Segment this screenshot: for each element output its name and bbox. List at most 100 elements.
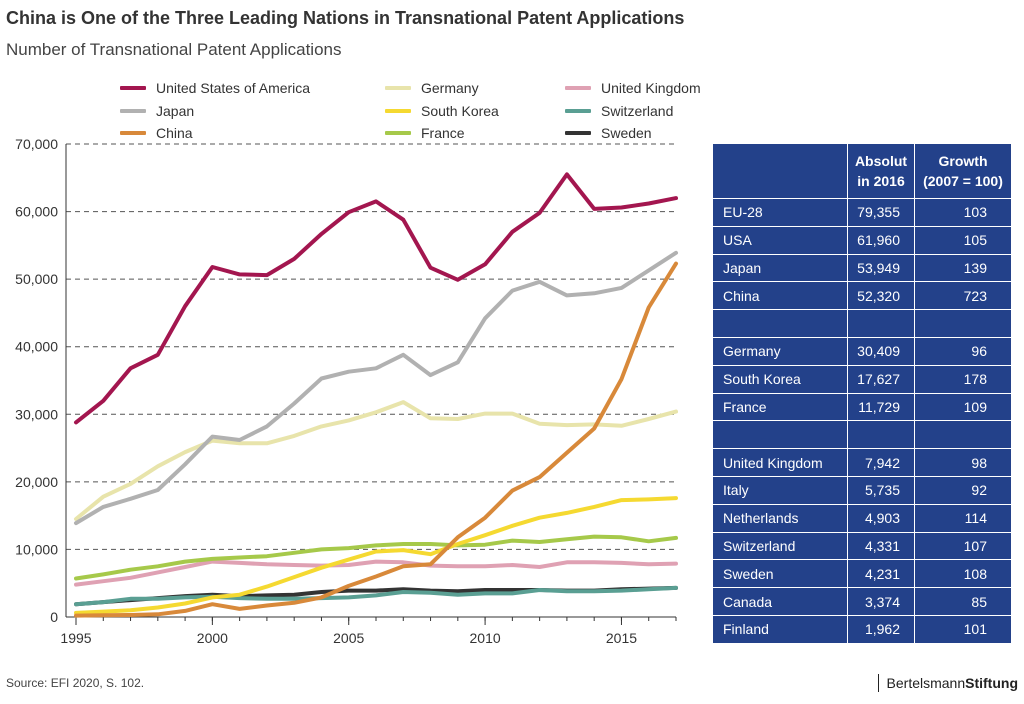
legend-item: South Korea — [385, 101, 499, 121]
table-cell-growth — [914, 420, 1012, 450]
table-cell-country: United Kingdom — [712, 448, 848, 477]
table-cell-absolute: 61,960 — [847, 225, 915, 255]
table-row: Japan 53,949 139 — [712, 253, 1012, 283]
series-line-japan — [74, 250, 678, 526]
table-cell-growth: 107 — [914, 531, 1012, 561]
legend-item: United Kingdom — [565, 78, 701, 98]
table-cell-absolute: 4,331 — [847, 531, 915, 561]
series-line-united-kingdom — [74, 559, 678, 587]
source-note: Source: EFI 2020, S. 102. — [6, 676, 145, 690]
table-cell-growth: 92 — [914, 475, 1012, 505]
y-tick-label: 70,000 — [15, 136, 58, 152]
series-line-china — [74, 261, 678, 618]
table-cell-growth: 723 — [914, 281, 1012, 311]
y-tick-label: 60,000 — [15, 204, 58, 220]
table-header-absolute: Absolut in 2016 — [847, 143, 915, 199]
x-tick-label: 2010 — [470, 630, 501, 646]
series-line-south-korea — [74, 496, 678, 615]
legend-label: South Korea — [421, 102, 499, 119]
table-row: Sweden 4,231 108 — [712, 559, 1012, 589]
x-axis-ticks: 1995 2000 2005 2010 2015 — [60, 617, 677, 646]
table-cell-country: EU-28 — [712, 198, 848, 227]
x-tick-label: 2015 — [606, 630, 637, 646]
line-chart: 0 10,000 20,000 30,000 40,000 50,000 60,000 70,… — [15, 136, 678, 646]
y-axis-ticks: 0 10,000 20,000 30,000 40,000 50,000 60,000 70,… — [15, 136, 58, 625]
series-line-united-states-of-america — [74, 172, 678, 425]
table-cell-country: South Korea — [712, 364, 848, 394]
legend-swatch — [385, 131, 411, 135]
legend-swatch — [385, 86, 411, 90]
table-cell-absolute: 4,903 — [847, 503, 915, 533]
table-cell-growth: 109 — [914, 392, 1012, 422]
table-row: USA 61,960 105 — [712, 225, 1012, 255]
legend-label: United States of America — [156, 80, 311, 96]
table-row: United Kingdom 7,942 98 — [712, 448, 1012, 477]
table-row: Italy 5,735 92 — [712, 475, 1012, 505]
table-cell-absolute: 79,355 — [847, 198, 915, 227]
y-tick-label: 10,000 — [15, 541, 58, 557]
y-tick-label: 30,000 — [15, 406, 58, 422]
table-cell-absolute — [847, 420, 915, 450]
y-tick-label: 40,000 — [15, 339, 58, 355]
table-cell-absolute: 30,409 — [847, 336, 915, 366]
table-header-growth: Growth (2007 = 100) — [914, 143, 1012, 199]
table-row — [712, 420, 1012, 450]
legend-label: Sweden — [601, 125, 652, 141]
table-row: France 11,729 109 — [712, 392, 1012, 422]
table-cell-country — [712, 309, 848, 338]
table-cell-country: Germany — [712, 336, 848, 366]
brand-bold: Stiftung — [965, 675, 1018, 691]
table-row: Switzerland 4,331 107 — [712, 531, 1012, 561]
legend-item: United States of America — [120, 78, 310, 98]
legend-item: Germany — [385, 78, 479, 98]
legend-label: China — [156, 125, 193, 141]
table-cell-country: USA — [712, 225, 848, 255]
table-cell-country: Finland — [712, 614, 848, 644]
axes — [65, 144, 676, 618]
table-cell-absolute: 7,942 — [847, 448, 915, 477]
legend-item: Sweden — [565, 123, 652, 143]
table-cell-absolute: 17,627 — [847, 364, 915, 394]
patent-table: Absolut in 2016 Growth (2007 = 100) EU-2… — [712, 143, 1012, 644]
legend-swatch — [565, 131, 591, 135]
table-row: Canada 3,374 85 — [712, 587, 1012, 616]
legend-swatch — [565, 86, 591, 90]
legend-item: China — [120, 123, 193, 143]
table-cell-country: Sweden — [712, 559, 848, 589]
legend-label: United Kingdom — [601, 80, 701, 96]
table-cell-absolute: 1,962 — [847, 614, 915, 644]
legend-item: Japan — [120, 101, 194, 121]
table-cell-country: Switzerland — [712, 531, 848, 561]
y-tick-label: 20,000 — [15, 474, 58, 490]
table-row: Netherlands 4,903 114 — [712, 503, 1012, 533]
table-cell-growth — [914, 309, 1012, 338]
legend-swatch — [120, 108, 146, 113]
chart-subtitle: Number of Transnational Patent Applicati… — [6, 40, 342, 59]
table-header-absolute-line2: in 2016 — [857, 173, 905, 189]
series-lines — [74, 172, 678, 618]
legend-swatch — [565, 108, 591, 113]
table-cell-absolute: 5,735 — [847, 475, 915, 505]
table-cell-absolute: 53,949 — [847, 253, 915, 283]
table-cell-growth: 105 — [914, 225, 1012, 255]
chart-title: China is One of the Three Leading Nation… — [6, 8, 685, 28]
y-tick-label: 0 — [50, 609, 58, 625]
table-cell-country: Canada — [712, 587, 848, 616]
legend-item: Switzerland — [565, 101, 673, 121]
legend-swatch — [120, 86, 146, 90]
legend: United States of America Japan China German… — [120, 78, 720, 148]
series-line-switzerland — [74, 585, 678, 607]
legend-swatch — [120, 131, 146, 135]
table-cell-absolute: 11,729 — [847, 392, 915, 422]
legend-swatch — [385, 108, 411, 113]
table-cell-absolute — [847, 309, 915, 338]
table-header-growth-line1: Growth — [938, 153, 988, 169]
table-header-absolute-line1: Absolut — [854, 153, 908, 169]
table-cell-country: Japan — [712, 253, 848, 283]
table-header-row: Absolut in 2016 Growth (2007 = 100) — [712, 143, 1012, 199]
table-cell-growth: 108 — [914, 559, 1012, 589]
legend-label: Germany — [421, 80, 479, 96]
table-cell-growth: 96 — [914, 336, 1012, 366]
table-cell-country — [712, 420, 848, 450]
table-cell-absolute: 4,231 — [847, 559, 915, 589]
